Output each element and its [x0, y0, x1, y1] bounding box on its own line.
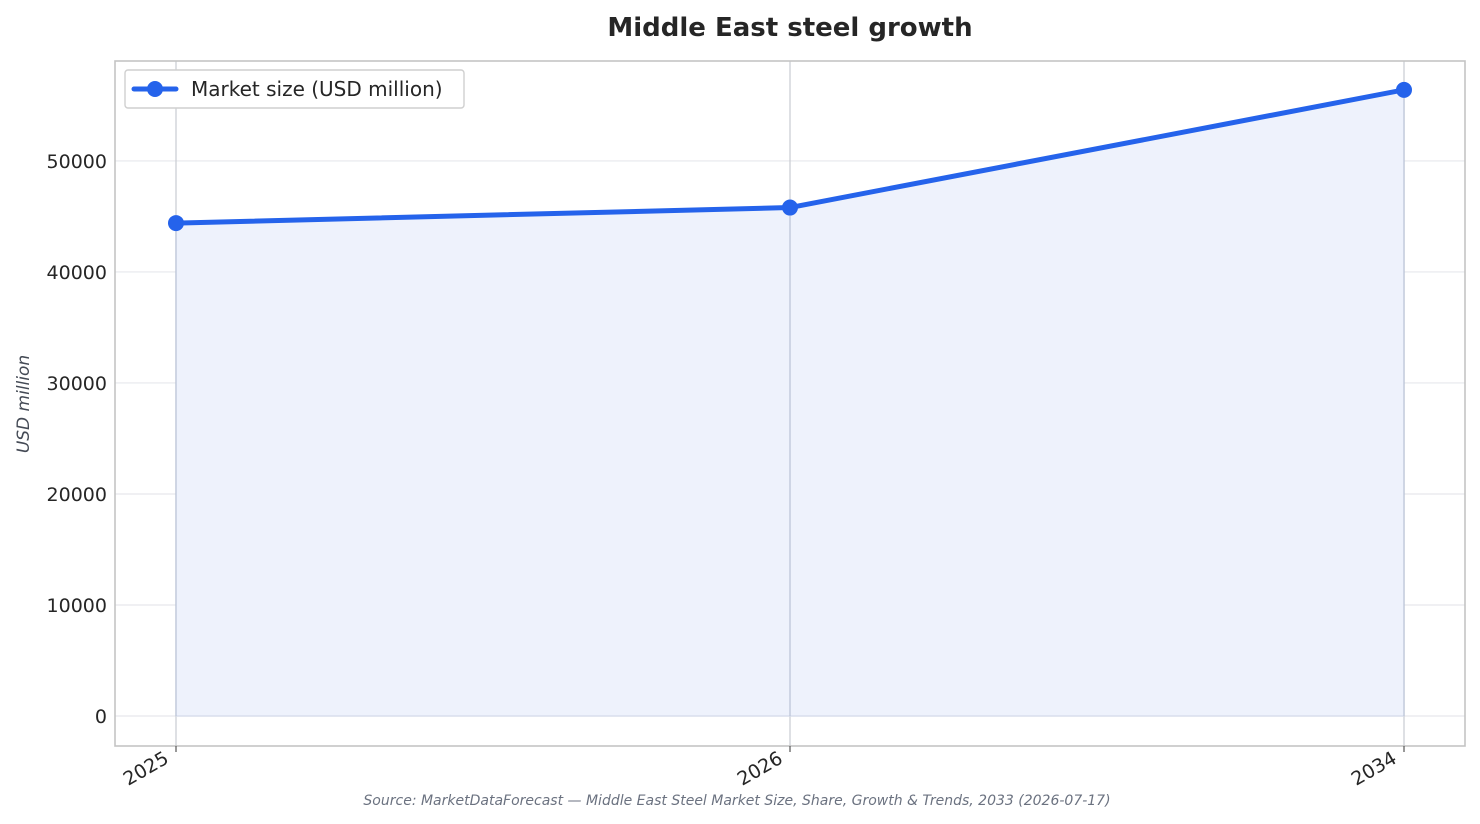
x-tick-label: 2034 [1348, 747, 1401, 790]
y-tick-label: 30000 [47, 373, 107, 395]
y-tick-label: 40000 [47, 262, 107, 284]
chart-title: Middle East steel growth [607, 13, 972, 43]
data-point [782, 199, 798, 216]
y-tick-label: 50000 [47, 151, 107, 173]
data-point [1396, 81, 1412, 98]
legend: Market size (USD million) [124, 69, 465, 109]
y-axis-label: USD million [14, 355, 34, 453]
y-tick-label: 0 [95, 706, 107, 728]
legend-marker [147, 81, 163, 97]
legend-label: Market size (USD million) [191, 77, 443, 101]
legend-box [124, 69, 465, 109]
x-tick-label: 2026 [734, 747, 787, 790]
x-tick-label: 2025 [120, 747, 173, 790]
data-point [168, 215, 184, 232]
y-tick-label: 20000 [47, 484, 107, 506]
y-tick-label: 10000 [47, 595, 107, 617]
source-note: Source: MarketDataForecast — Middle East… [363, 793, 1110, 809]
